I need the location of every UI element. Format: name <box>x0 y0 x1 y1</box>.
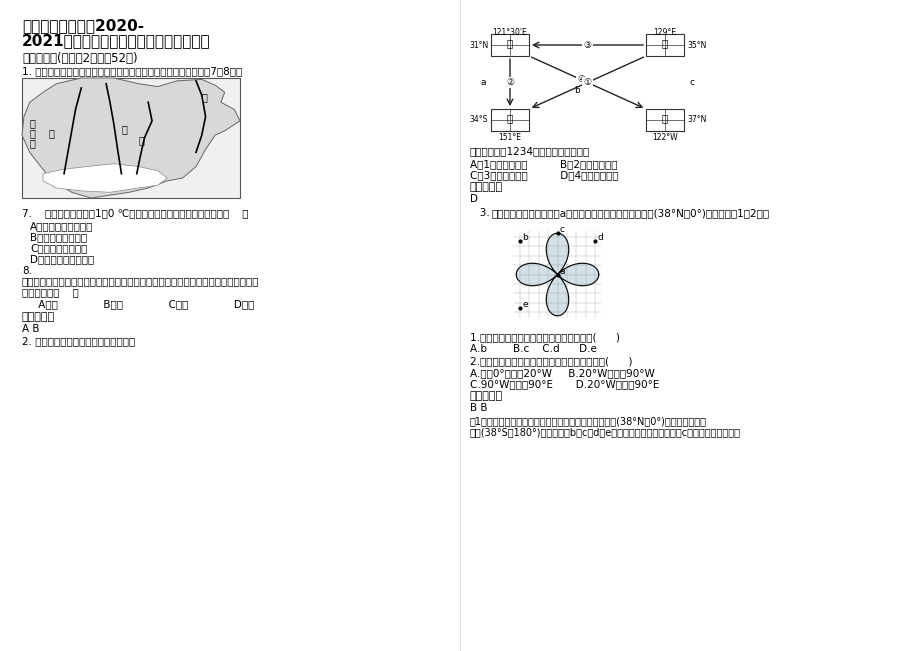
Text: 大: 大 <box>30 118 36 128</box>
Text: 121°30'E: 121°30'E <box>492 28 527 37</box>
Text: 这里地质活动活跃，石灰岩层受板块挤压而变质成大理岩，此叙述所指的地区，可能接: 这里地质活动活跃，石灰岩层受板块挤压而变质成大理岩，此叙述所指的地区，可能接 <box>22 276 259 286</box>
Text: a: a <box>480 78 485 87</box>
Text: 7.    哪一条界线可能是1月0 ℃等温线？影响其分布的主要因素是（    ）: 7. 哪一条界线可能是1月0 ℃等温线？影响其分布的主要因素是（ ） <box>22 208 248 218</box>
Text: A、1表示南行航线          B、2表示东行航线: A、1表示南行航线 B、2表示东行航线 <box>470 159 617 169</box>
Text: e: e <box>522 300 528 309</box>
Bar <box>491 109 528 131</box>
Text: 丁: 丁 <box>661 113 667 123</box>
Text: 第1题，水半球和陆半球的极点相对应。陆半球的极点为(38°N、0°)，则水半球的极: 第1题，水半球和陆半球的极点相对应。陆半球的极点为(38°N、0°)，则水半球的… <box>470 416 706 426</box>
Text: 31°N: 31°N <box>469 40 488 49</box>
Text: 37°N: 37°N <box>686 115 706 124</box>
Text: 丙: 丙 <box>506 113 513 123</box>
Text: 2. 下图是世界四地的关联图，读图完成: 2. 下图是世界四地的关联图，读图完成 <box>22 336 135 346</box>
Text: 甲: 甲 <box>49 128 54 138</box>
Text: ③: ③ <box>583 40 591 49</box>
Text: b: b <box>574 86 580 95</box>
Text: 2021学年高三地理上学期期末试题含解析: 2021学年高三地理上学期期末试题含解析 <box>22 33 210 48</box>
Text: 参考答案：: 参考答案： <box>470 391 503 401</box>
Text: 西: 西 <box>30 128 36 138</box>
Text: 参考答案：: 参考答案： <box>470 182 503 192</box>
Text: 129°E: 129°E <box>652 28 675 37</box>
Bar <box>645 34 683 56</box>
Text: 洋: 洋 <box>30 138 36 148</box>
Text: 乙: 乙 <box>661 38 667 48</box>
Bar <box>491 34 528 56</box>
Text: 参考答案：: 参考答案： <box>22 312 55 322</box>
Text: 天津南开务实中学2020-: 天津南开务实中学2020- <box>22 18 144 33</box>
Text: 35°N: 35°N <box>686 40 706 49</box>
Text: ④: ④ <box>577 76 585 85</box>
Polygon shape <box>516 233 598 316</box>
Text: 乙: 乙 <box>121 124 127 133</box>
Text: 近的界线是（    ）: 近的界线是（ ） <box>22 287 79 297</box>
Text: B B: B B <box>470 403 487 413</box>
Text: c: c <box>559 225 564 234</box>
Text: C.90°W向东至90°E       D.20°W向东至90°E: C.90°W向东至90°E D.20°W向东至90°E <box>470 379 659 389</box>
Text: ②: ② <box>505 78 514 87</box>
Text: 1. 如图为欧洲部分地区略图，图中四条线是重要的地理界线，完成7～8题。: 1. 如图为欧洲部分地区略图，图中四条线是重要的地理界线，完成7～8题。 <box>22 66 242 76</box>
Text: B．乙：纬度、地形: B．乙：纬度、地形 <box>30 232 87 242</box>
Bar <box>22 78 240 198</box>
Text: d: d <box>596 233 602 242</box>
Text: A.经度0°向西至20°W     B.20°W向西至90°W: A.经度0°向西至20°W B.20°W向西至90°W <box>470 368 654 378</box>
Text: 1.与陆半球对应的水半球的极点应是图中的(      ): 1.与陆半球对应的水半球的极点应是图中的( ) <box>470 332 619 342</box>
Text: 如果图中箭头1234表示我国的远洋航线: 如果图中箭头1234表示我国的远洋航线 <box>470 146 590 156</box>
Text: A．甲              B．乙              C．丙              D．丁: A．甲 B．乙 C．丙 D．丁 <box>22 299 254 309</box>
Text: 151°E: 151°E <box>498 133 521 142</box>
Text: C、3表示西行航线          D、4表示北行航线: C、3表示西行航线 D、4表示北行航线 <box>470 170 618 180</box>
Text: ①: ① <box>583 78 591 87</box>
Text: 下图为地球星瓣图，图中a为陆地相对集中的陆半球的极点(38°N，0°)，据此回答1～2题。: 下图为地球星瓣图，图中a为陆地相对集中的陆半球的极点(38°N，0°)，据此回答… <box>492 208 769 218</box>
Text: 丙: 丙 <box>139 135 144 145</box>
Text: 丁: 丁 <box>201 92 208 102</box>
Text: 甲: 甲 <box>506 38 513 48</box>
Text: A.b        B.c    C.d      D.e: A.b B.c C.d D.e <box>470 344 596 354</box>
Polygon shape <box>43 163 167 192</box>
Text: D: D <box>470 194 478 204</box>
Text: b: b <box>522 233 528 242</box>
Text: 3.: 3. <box>470 208 489 218</box>
Text: C．丙：经度、地形: C．丙：经度、地形 <box>30 243 87 253</box>
Text: 点为(38°S、180°)；结合图中b、c、d、e所处的海陆位置，可判断出c点为水半球的极点。: 点为(38°S、180°)；结合图中b、c、d、e所处的海陆位置，可判断出c点为… <box>470 427 740 437</box>
Polygon shape <box>22 78 240 198</box>
Text: 34°S: 34°S <box>469 115 487 124</box>
Text: A B: A B <box>22 324 40 334</box>
Bar <box>645 109 683 131</box>
Text: a: a <box>559 266 564 275</box>
Text: 8.: 8. <box>22 266 32 276</box>
Text: 2.赤道上位于陆半球且位于西半球的经度范围是(      ): 2.赤道上位于陆半球且位于西半球的经度范围是( ) <box>470 356 632 366</box>
Text: 一、选择题(每小题2分，共52分): 一、选择题(每小题2分，共52分) <box>22 52 138 65</box>
Text: A．甲：盛行风、洋流: A．甲：盛行风、洋流 <box>30 221 93 231</box>
Text: D．丁：盛行风、纬度: D．丁：盛行风、纬度 <box>30 254 94 264</box>
Text: c: c <box>688 78 694 87</box>
Text: 122°W: 122°W <box>652 133 677 142</box>
